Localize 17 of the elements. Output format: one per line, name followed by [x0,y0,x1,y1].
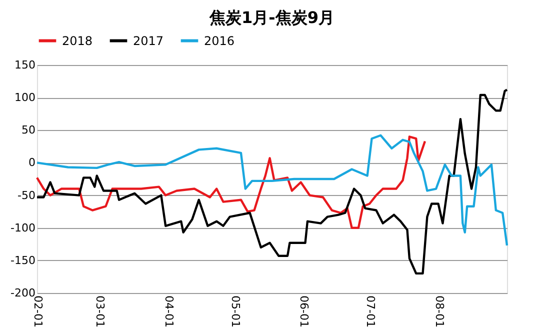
legend-label: 2017 [133,34,164,48]
x-tick-label: 08-01 [432,296,446,328]
x-tick-label: 03-01 [94,296,107,328]
y-tick-label: -50 [18,188,36,202]
y-tick-label: 100 [14,91,36,104]
legend-label: 2018 [62,34,93,48]
y-tick-label: 150 [14,58,36,72]
y-tick-label: -100 [10,221,36,234]
x-tick-label: 05-01 [228,296,242,328]
x-tick-label: 06-01 [298,296,311,328]
y-tick-label: -150 [10,254,36,267]
x-tick-label: 04-01 [162,296,176,328]
x-tick-label: 07-01 [364,296,378,328]
legend-label: 2016 [204,34,235,48]
chart-title: 焦炭1月-焦炭9月 [208,8,334,27]
y-tick-label: 50 [22,124,36,137]
y-tick-label: 0 [28,156,36,170]
